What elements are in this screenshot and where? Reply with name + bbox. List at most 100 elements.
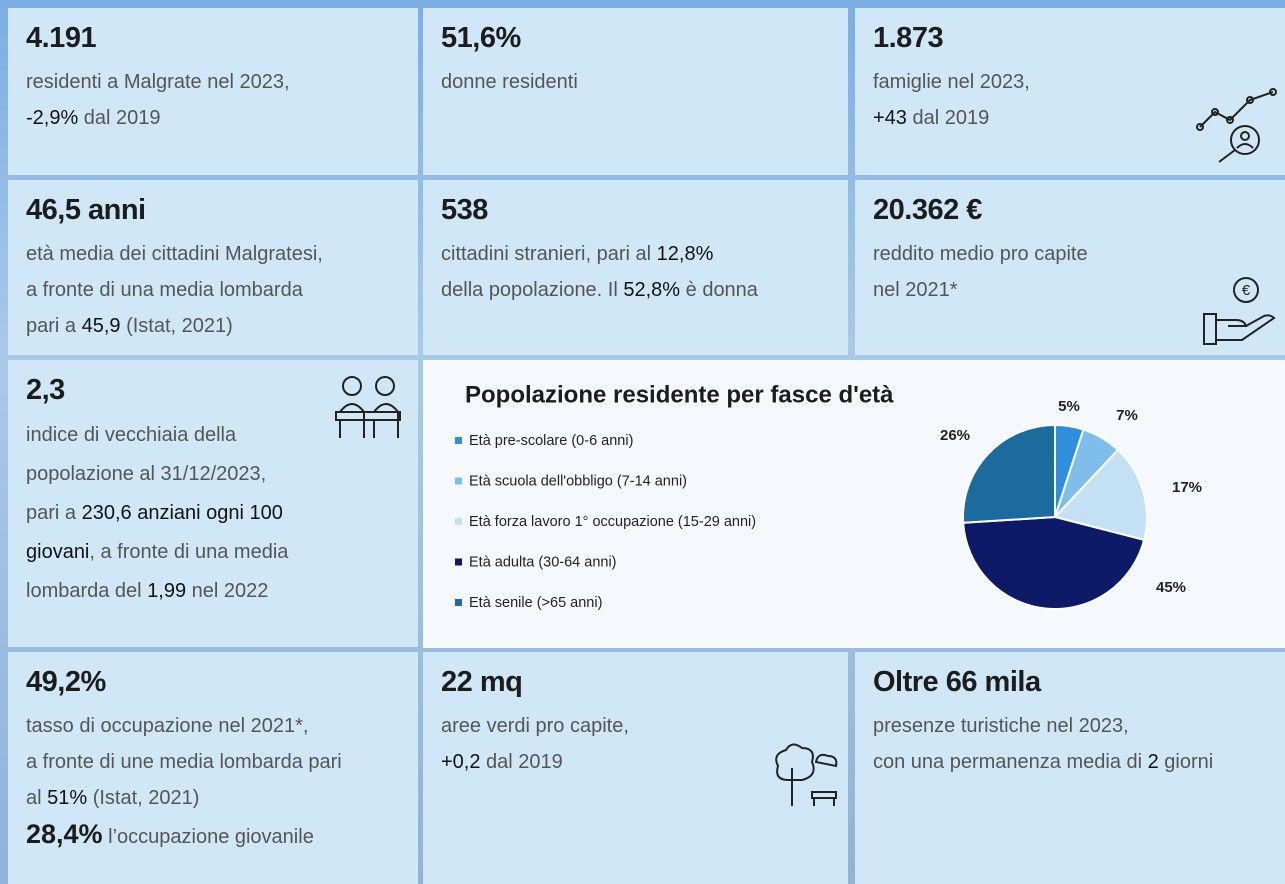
highlight: +43 xyxy=(873,107,907,129)
text: dal 2019 xyxy=(906,107,990,129)
highlight: giovani xyxy=(26,541,90,563)
stat-line: a fronte di una media lombarda xyxy=(26,272,418,308)
stat-value: Oltre 66 mila xyxy=(873,666,1041,698)
stat-line: donne residenti xyxy=(441,64,848,100)
icon-elderly xyxy=(335,376,401,438)
stat-line: pari a 45,9 (Istat, 2021) xyxy=(26,308,418,344)
svg-text:€: € xyxy=(1242,282,1251,299)
text: nel 2021* xyxy=(873,279,958,301)
slice-label: 17% xyxy=(1172,479,1202,496)
stat-card: 20.362 € reddito medio pro capite nel 2021… xyxy=(855,180,1285,355)
stat-card: 4.191 residenti a Malgrate nel 2023, -2,9%… xyxy=(8,8,418,175)
text: donne residenti xyxy=(441,71,578,93)
slice-label: 7% xyxy=(1116,407,1138,424)
stat-line: reddito medio pro capite xyxy=(873,236,1285,272)
stat-line: a fronte di une media lombarda pari xyxy=(26,744,418,780)
stat-card: 2,3 indice di vecchiaia della popolazione … xyxy=(8,360,418,647)
stat-value: 538 xyxy=(441,194,488,226)
text: l’occupazione giovanile xyxy=(102,826,314,848)
stat-line: popolazione al 31/12/2023, xyxy=(26,455,418,494)
icon-analytics xyxy=(1196,88,1277,163)
stat-card: Oltre 66 mila presenze turistiche nel 202… xyxy=(855,652,1285,884)
stat-line: pari a 230,6 anziani ogni 100 xyxy=(26,494,418,533)
text: cittadini stranieri, pari al xyxy=(441,243,657,265)
stat-line: aree verdi pro capite, xyxy=(441,708,848,744)
stat-line: tasso di occupazione nel 2021*, xyxy=(26,708,418,744)
stat-value: 22 mq xyxy=(441,666,523,698)
text: lombarda del xyxy=(26,580,148,602)
text: popolazione al 31/12/2023, xyxy=(26,463,267,485)
stat-value: 1.873 xyxy=(873,22,944,54)
stat-value: 49,2% xyxy=(26,666,106,698)
stat-value: 2,3 xyxy=(26,374,65,406)
stat-line: +43 dal 2019 xyxy=(873,100,1285,136)
text: al xyxy=(26,787,48,809)
highlight: 45,9 xyxy=(81,315,121,337)
text: (Istat, 2021) xyxy=(120,315,233,337)
text: con una permanenza media di xyxy=(873,751,1148,773)
stat-line: lombarda del 1,99 nel 2022 xyxy=(26,572,418,611)
highlight: 230,6 anziani ogni 100 xyxy=(81,502,283,524)
stat-line: residenti a Malgrate nel 2023, xyxy=(26,64,418,100)
stat-value: 20.362 € xyxy=(873,194,982,226)
text: (Istat, 2021) xyxy=(87,787,200,809)
text: indice di vecchiaia della xyxy=(26,424,237,446)
stat-line: 28,4% l’occupazione giovanile xyxy=(26,816,418,855)
stat-line: della popolazione. Il 52,8% è donna xyxy=(441,272,848,308)
highlight: -2,9% xyxy=(26,107,79,129)
stat-card: 538 cittadini stranieri, pari al 12,8% del… xyxy=(423,180,848,355)
legend-swatch xyxy=(455,477,462,485)
slice-label: 45% xyxy=(1156,579,1186,596)
text: famiglie nel 2023, xyxy=(873,71,1030,93)
legend-label: Età scuola dell'obbligo (7-14 anni) xyxy=(469,473,687,489)
legend-label: Età pre-scolare (0-6 anni) xyxy=(469,433,633,449)
stat-value: 51,6% xyxy=(441,22,521,54)
text: dal 2019 xyxy=(78,107,161,129)
text: tasso di occupazione nel 2021*, xyxy=(26,715,309,737)
stat-line: +0,2 dal 2019 xyxy=(441,744,848,780)
legend-swatch xyxy=(455,518,462,525)
text: , a fronte di una media xyxy=(89,541,289,563)
legend-swatch xyxy=(455,437,462,444)
stat-line: con una permanenza media di 2 giorni xyxy=(873,744,1285,780)
text: reddito medio pro capite xyxy=(873,243,1088,265)
legend-label: Età senile (>65 anni) xyxy=(469,595,602,611)
text: pari a xyxy=(26,315,82,337)
stat-line: presenze turistiche nel 2023, xyxy=(873,708,1285,744)
text: della popolazione. Il xyxy=(441,279,624,301)
stat-value: 4.191 xyxy=(26,22,97,54)
chart-title: Popolazione residente per fasce d'età xyxy=(465,381,894,408)
text: pari a xyxy=(26,502,82,524)
highlight: +0,2 xyxy=(441,751,481,773)
slice-label: 5% xyxy=(1058,398,1080,415)
stat-card: 49,2% tasso di occupazione nel 2021*, a fr… xyxy=(8,652,418,884)
legend-swatch xyxy=(455,599,462,606)
stat-card: 51,6% donne residenti xyxy=(423,8,848,175)
highlight: 1,99 xyxy=(147,580,187,602)
stat-line: famiglie nel 2023, xyxy=(873,64,1285,100)
stat-line: nel 2021* xyxy=(873,272,1285,308)
stat-line: cittadini stranieri, pari al 12,8% xyxy=(441,236,848,272)
pie-slice xyxy=(1053,448,1148,542)
text: età media dei cittadini Malgratesi, xyxy=(26,243,323,265)
highlight: 52,8% xyxy=(623,279,681,301)
stat-card: 46,5 anni età media dei cittadini Malgrat… xyxy=(8,180,418,355)
highlight: 12,8% xyxy=(656,243,714,265)
pie-slice xyxy=(962,515,1146,610)
pie-slice xyxy=(962,423,1056,524)
text: dal 2019 xyxy=(480,751,563,773)
stat-line: al 51% (Istat, 2021) xyxy=(26,780,418,816)
stat-value: 46,5 anni xyxy=(26,194,146,226)
icon-income: € xyxy=(1203,277,1276,345)
text: presenze turistiche nel 2023, xyxy=(873,715,1129,737)
text: a fronte di una media lombarda xyxy=(26,279,303,301)
highlight-value: 28,4% xyxy=(26,819,103,849)
legend-swatch xyxy=(455,558,462,566)
stat-line: -2,9% dal 2019 xyxy=(26,100,418,136)
text: nel 2022 xyxy=(186,580,269,602)
stat-line: età media dei cittadini Malgratesi, xyxy=(26,236,418,272)
text: è donna xyxy=(680,279,758,301)
text: giorni xyxy=(1158,751,1214,773)
highlight: 2 xyxy=(1147,751,1159,773)
